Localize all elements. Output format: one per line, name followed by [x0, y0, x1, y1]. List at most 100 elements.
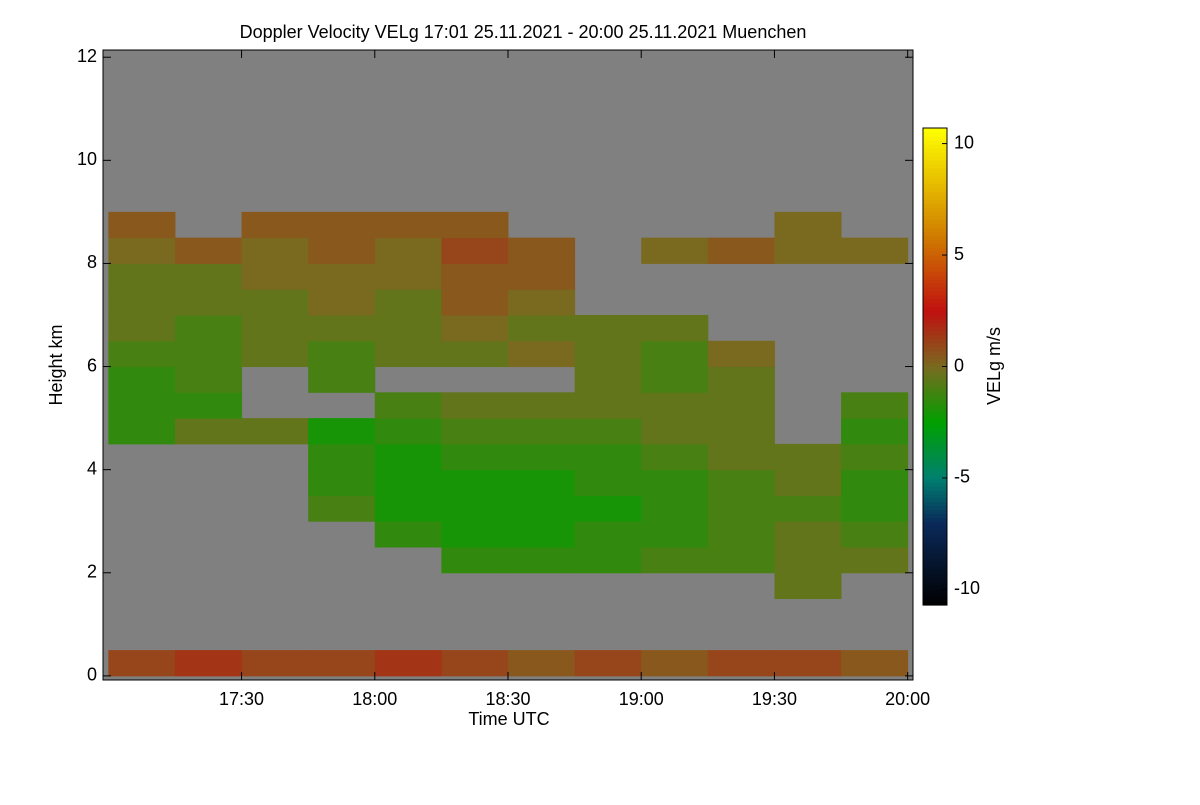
- colorbar-segment: [923, 537, 947, 542]
- colorbar-segment: [923, 473, 947, 479]
- heatmap-cell: [641, 546, 709, 574]
- heatmap-cell: [374, 650, 442, 677]
- colorbar-segment: [923, 330, 947, 336]
- heatmap-cell: [841, 443, 909, 471]
- heatmap-cell: [308, 340, 376, 368]
- heatmap-cell: [574, 521, 642, 548]
- heatmap-cell: [174, 650, 243, 677]
- heatmap-cell: [441, 521, 509, 548]
- y-tick-label: 4: [87, 458, 97, 478]
- colorbar-segment: [923, 219, 947, 224]
- colorbar-segment: [923, 390, 947, 395]
- colorbar-segment: [923, 191, 947, 197]
- heatmap-cell: [374, 237, 442, 264]
- heatmap-cell: [308, 237, 376, 264]
- heatmap-cell: [308, 289, 376, 316]
- heatmap-cell: [574, 340, 642, 368]
- colorbar-segment: [923, 147, 947, 153]
- colorbar-segment: [923, 585, 947, 590]
- heatmap-cell: [374, 521, 442, 548]
- colorbar-segment: [923, 402, 947, 407]
- heatmap-cell: [374, 314, 442, 342]
- heatmap-cell: [374, 289, 442, 316]
- colorbar-tick-label: -10: [954, 578, 980, 598]
- colorbar-segment: [923, 175, 947, 181]
- colorbar-segment: [923, 358, 947, 364]
- heatmap-cell: [441, 495, 509, 522]
- colorbar-segment: [923, 601, 947, 606]
- heatmap-cell: [774, 521, 842, 548]
- colorbar-segment: [923, 231, 947, 236]
- heatmap-cell: [174, 314, 243, 342]
- colorbar-segment: [923, 247, 947, 252]
- heatmap-cell: [174, 366, 243, 393]
- heatmap-cell: [508, 392, 576, 419]
- heatmap-cell: [108, 289, 176, 316]
- heatmap-cell: [508, 546, 576, 574]
- heatmap-cell: [441, 469, 509, 496]
- colorbar-segment: [923, 306, 947, 312]
- heatmap-cell: [108, 314, 176, 342]
- colorbar-segment: [923, 211, 947, 217]
- heatmap-cell: [574, 495, 642, 522]
- colorbar-segment: [923, 589, 947, 594]
- heatmap-cell: [374, 469, 442, 496]
- colorbar-segment: [923, 167, 947, 173]
- colorbar-segment: [923, 549, 947, 554]
- x-tick-label: 19:30: [752, 689, 797, 709]
- heatmap-cell: [508, 340, 576, 368]
- heatmap-cell: [108, 211, 176, 239]
- colorbar-segment: [923, 298, 947, 304]
- colorbar-segment: [923, 215, 947, 221]
- colorbar-segment: [923, 414, 947, 419]
- colorbar-segment: [923, 565, 947, 570]
- heatmap-cell: [841, 392, 909, 419]
- colorbar-segment: [923, 334, 947, 340]
- colorbar-segment: [923, 326, 947, 332]
- heatmap-cell: [441, 314, 509, 342]
- colorbar-segment: [923, 287, 947, 292]
- heatmap-cell: [774, 443, 842, 471]
- colorbar-segment: [923, 430, 947, 435]
- heatmap-cell: [241, 237, 309, 264]
- heatmap-cell: [641, 340, 709, 368]
- colorbar-segment: [923, 597, 947, 602]
- colorbar-segment: [923, 290, 947, 296]
- colorbar-segment: [923, 338, 947, 344]
- colorbar-segment: [923, 461, 947, 467]
- heatmap-cell: [641, 314, 709, 342]
- x-tick-label: 19:00: [619, 689, 664, 709]
- colorbar-segment: [923, 135, 947, 141]
- colorbar-segment: [923, 577, 947, 582]
- colorbar-segment: [923, 223, 947, 228]
- heatmap-cell: [374, 211, 442, 239]
- colorbar-segment: [923, 434, 947, 439]
- colorbar-label: VELg m/s: [984, 327, 1004, 405]
- colorbar-segment: [923, 279, 947, 284]
- colorbar-segment: [923, 350, 947, 356]
- heatmap-cell: [774, 650, 842, 677]
- colorbar-segment: [923, 271, 947, 276]
- heatmap-cell: [108, 650, 176, 677]
- heatmap-cell: [508, 263, 576, 290]
- colorbar-segment: [923, 581, 947, 586]
- y-tick-label: 0: [87, 665, 97, 685]
- x-tick-label: 20:00: [885, 689, 930, 709]
- colorbar-segment: [923, 418, 947, 423]
- heatmap-cell: [841, 495, 909, 522]
- heatmap-cell: [308, 263, 376, 290]
- colorbar-segment: [923, 163, 947, 169]
- heatmap-cell: [374, 443, 442, 471]
- colorbar-segment: [923, 267, 947, 272]
- colorbar-segment: [923, 517, 947, 523]
- colorbar-segment: [923, 477, 947, 483]
- heatmap-cell: [508, 418, 576, 445]
- colorbar-segment: [923, 593, 947, 598]
- colorbar-segment: [923, 187, 947, 193]
- colorbar-tick-label: -5: [954, 467, 970, 487]
- heatmap-cell: [308, 211, 376, 239]
- colorbar-segment: [923, 374, 947, 380]
- heatmap-cell: [774, 211, 842, 239]
- heatmap-cell: [308, 495, 376, 522]
- heatmap-cell: [174, 237, 243, 264]
